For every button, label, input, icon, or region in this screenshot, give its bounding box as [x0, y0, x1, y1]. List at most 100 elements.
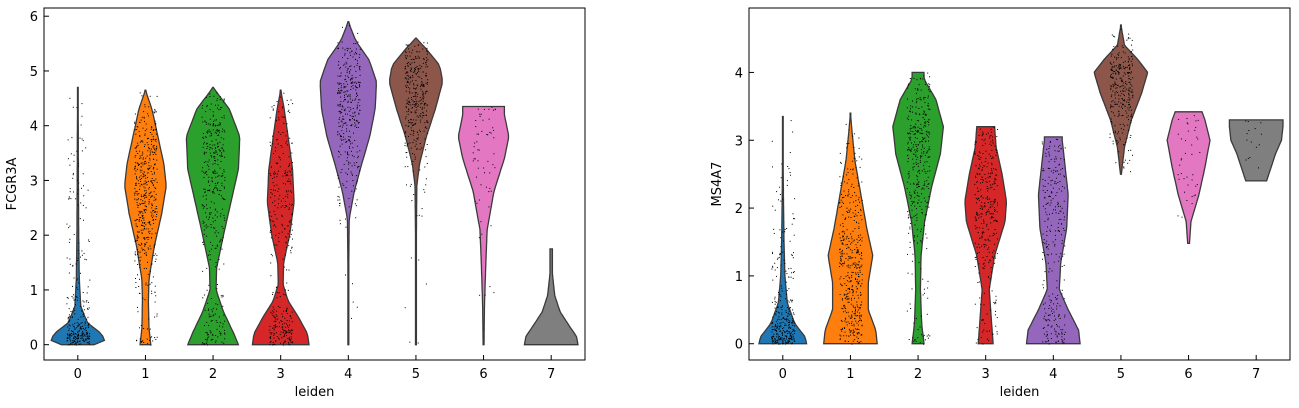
cell-point — [144, 249, 146, 251]
cell-point — [860, 265, 862, 267]
cell-point — [779, 336, 780, 337]
cell-point — [425, 72, 427, 74]
cell-point — [1184, 191, 1185, 193]
cell-point — [222, 173, 224, 174]
cell-point — [151, 336, 153, 338]
cell-point — [920, 128, 922, 130]
cell-point — [991, 186, 993, 188]
cell-point — [212, 124, 214, 126]
cell-point — [76, 327, 78, 329]
cell-point — [1111, 77, 1113, 79]
cell-point — [860, 257, 862, 259]
cell-point — [206, 106, 208, 108]
cell-point — [790, 174, 791, 176]
cell-point — [223, 342, 225, 344]
cell-point — [843, 305, 844, 307]
cell-point — [848, 238, 850, 239]
cell-point — [87, 337, 89, 339]
cell-point — [73, 338, 75, 339]
cell-point — [139, 266, 141, 268]
cell-point — [1049, 305, 1051, 307]
cell-point — [782, 341, 784, 343]
cell-point — [211, 135, 212, 137]
cell-point — [1042, 205, 1044, 207]
cell-point — [152, 219, 154, 220]
cell-point — [923, 113, 925, 115]
cell-point — [915, 156, 917, 158]
cell-point — [860, 315, 862, 317]
cell-point — [207, 161, 209, 163]
cell-point — [410, 104, 412, 106]
cell-point — [916, 208, 917, 210]
cell-point — [285, 205, 287, 206]
cell-point — [1055, 177, 1057, 179]
cell-point — [980, 337, 982, 338]
cell-point — [138, 237, 140, 239]
cell-point — [975, 228, 977, 230]
cell-point — [273, 189, 275, 191]
cell-point — [67, 326, 69, 328]
cell-point — [1058, 164, 1060, 166]
cell-point — [917, 202, 919, 204]
cell-point — [151, 151, 153, 153]
cell-point — [425, 149, 427, 151]
cell-point — [357, 106, 358, 108]
cell-point — [916, 179, 918, 181]
cell-point — [981, 169, 983, 171]
cell-point — [87, 335, 89, 337]
cell-point — [1127, 72, 1128, 73]
cell-point — [858, 182, 860, 184]
cell-point — [342, 26, 343, 28]
cell-point — [987, 276, 989, 277]
cell-point — [80, 343, 82, 345]
cell-point — [785, 330, 787, 332]
cell-point — [1052, 187, 1054, 189]
cell-point — [213, 191, 214, 193]
cell-point — [842, 243, 844, 245]
x-tick-label: 1 — [846, 367, 854, 382]
cell-point — [348, 163, 350, 165]
cell-point — [993, 199, 995, 201]
cell-point — [136, 340, 138, 342]
cell-point — [155, 133, 157, 135]
cell-point — [342, 136, 344, 138]
cell-point — [407, 81, 409, 83]
cell-point — [340, 171, 342, 173]
cell-point — [1110, 55, 1112, 57]
cell-point — [280, 96, 282, 98]
cell-point — [791, 337, 793, 339]
cell-point — [782, 338, 784, 340]
cell-point — [78, 250, 79, 252]
cell-point — [405, 85, 407, 87]
cell-point — [927, 170, 929, 172]
cell-point — [149, 154, 151, 156]
cell-point — [405, 90, 407, 92]
cell-point — [978, 155, 980, 157]
cell-point — [781, 290, 783, 292]
cell-point — [415, 119, 417, 121]
cell-point — [346, 83, 348, 85]
cell-point — [911, 288, 913, 290]
cell-point — [991, 170, 993, 172]
cell-point — [909, 303, 911, 305]
cell-point — [356, 145, 358, 147]
cell-point — [852, 305, 854, 307]
cell-point — [290, 250, 292, 252]
cell-point — [839, 294, 841, 295]
cell-point — [425, 115, 427, 116]
cell-point — [337, 199, 339, 201]
cell-point — [285, 242, 287, 244]
cell-point — [351, 78, 353, 80]
cell-point — [410, 67, 412, 69]
cell-point — [211, 140, 213, 142]
cell-point — [913, 340, 915, 342]
cell-point — [138, 220, 140, 222]
cell-point — [996, 331, 998, 333]
cell-point — [338, 150, 339, 152]
cell-point — [1180, 159, 1182, 161]
cell-point — [1060, 158, 1062, 160]
cell-point — [857, 250, 859, 252]
cell-point — [908, 137, 910, 139]
cell-point — [155, 193, 157, 195]
